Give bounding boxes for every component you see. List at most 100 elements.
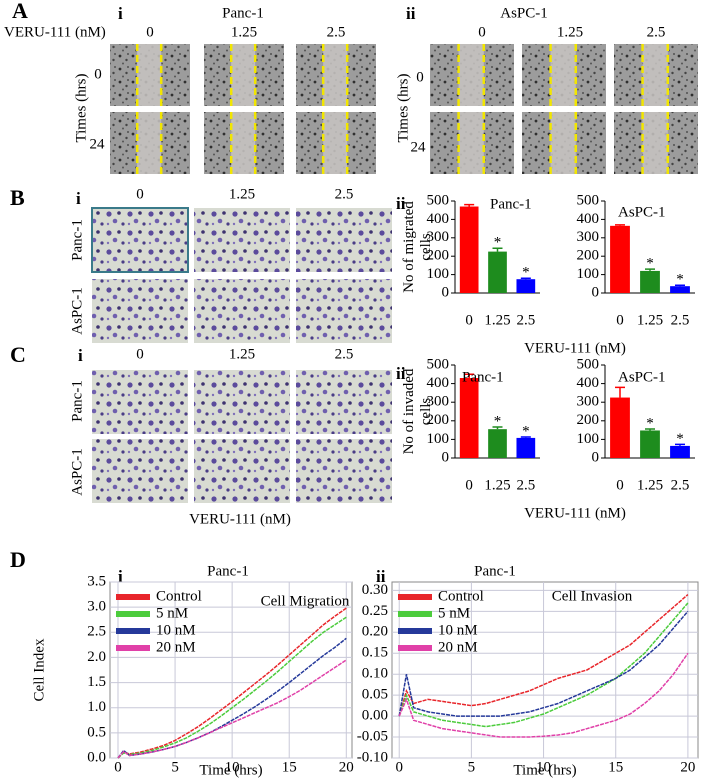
panel-numeral: ii xyxy=(396,194,406,213)
bar xyxy=(459,206,479,293)
line-series xyxy=(117,616,347,759)
error-bar xyxy=(520,436,531,438)
significance-label: * xyxy=(494,235,502,251)
x-tick-label: 0 xyxy=(395,759,403,775)
y-tick-label: 400 xyxy=(427,211,450,227)
significance-label: * xyxy=(676,431,684,447)
error-bar xyxy=(645,268,655,271)
x-tick-label: 0 xyxy=(465,477,473,493)
x-axis-label: VERU-111 (nM) xyxy=(524,505,626,521)
micrograph xyxy=(92,208,188,272)
x-tick-label: 5 xyxy=(468,759,476,775)
panel-numeral: ii xyxy=(406,4,416,23)
panel-title: AsPC-1 xyxy=(500,5,548,21)
y-tick-label: 400 xyxy=(577,211,600,227)
wound-gap xyxy=(458,112,484,174)
line-series xyxy=(117,637,347,759)
x-tick-label: 0 xyxy=(616,312,624,328)
legend-label: Control xyxy=(438,588,484,604)
y-tick-label: 400 xyxy=(577,375,600,391)
chart-title: Panc-1 xyxy=(207,563,249,579)
significance-label: * xyxy=(646,415,654,431)
y-tick-label: 300 xyxy=(577,394,600,410)
legend-label: 5 nM xyxy=(156,605,188,621)
x-tick-label: 15 xyxy=(608,759,623,775)
y-tick-label: 200 xyxy=(427,248,450,264)
plot-area xyxy=(109,581,353,759)
dose-label: 0 xyxy=(478,24,486,40)
y-tick-label: 1.0 xyxy=(87,699,106,715)
panel-numeral: i xyxy=(118,567,123,586)
y-tick-label: 1.5 xyxy=(87,674,106,690)
legend-label: 20 nM xyxy=(156,639,196,655)
y-tick-label: 300 xyxy=(577,229,600,245)
significance-label: * xyxy=(676,272,684,288)
x-tick-label: 15 xyxy=(282,759,297,775)
y-tick-label: 200 xyxy=(577,248,600,264)
bar xyxy=(488,429,507,458)
panel-letter: C xyxy=(10,342,26,367)
significance-label: * xyxy=(522,423,530,439)
y-tick-label: 0.0 xyxy=(87,749,106,765)
micrograph xyxy=(92,439,188,503)
y-tick-label: 200 xyxy=(577,412,600,428)
y-tick-label: 0.15 xyxy=(362,645,388,661)
x-tick-label: 1.25 xyxy=(637,477,663,493)
bar xyxy=(610,225,630,293)
error-bar xyxy=(520,277,531,280)
wound-gap xyxy=(137,44,162,106)
error-bar xyxy=(464,373,475,379)
panel-numeral: ii xyxy=(376,567,386,586)
y-tick-label: 2.0 xyxy=(87,649,106,665)
dose-label: 0 xyxy=(136,346,144,362)
wound-gap xyxy=(323,112,348,174)
legend-label: 10 nM xyxy=(156,622,196,638)
legend-label: Control xyxy=(156,588,202,604)
line-series xyxy=(398,594,689,717)
y-tick-label: 0 xyxy=(442,449,450,465)
y-tick-label: 500 xyxy=(427,192,450,208)
x-tick-label: 1.25 xyxy=(484,312,510,328)
bar xyxy=(670,445,690,458)
panel-numeral: i xyxy=(78,346,83,365)
dose-label: 1.25 xyxy=(229,346,255,362)
x-tick-label: 2.5 xyxy=(516,312,535,328)
panel-numeral: ii xyxy=(396,364,406,383)
micrograph xyxy=(296,208,392,272)
bar xyxy=(670,286,690,293)
y-axis-label: No of invadedcells xyxy=(401,368,434,454)
y-tick-label: 500 xyxy=(427,356,450,372)
wound-gap xyxy=(458,44,484,106)
y-tick-label: 500 xyxy=(577,356,600,372)
y-tick-label: 300 xyxy=(427,229,450,245)
y-tick-label: 0 xyxy=(592,284,600,300)
dose-label: 2.5 xyxy=(335,346,354,362)
x-tick-label: 0 xyxy=(114,759,122,775)
chart-title: Panc-1 xyxy=(462,369,504,385)
y-tick-label: 400 xyxy=(427,375,450,391)
panel-title: Panc-1 xyxy=(222,5,264,21)
x-tick-label: 2.5 xyxy=(671,477,690,493)
row-label: AsPC-1 xyxy=(69,287,85,335)
y-tick-label: 300 xyxy=(427,394,450,410)
x-tick-label: 2.5 xyxy=(516,477,535,493)
significance-label: * xyxy=(494,413,502,429)
x-tick-label: 1.25 xyxy=(637,312,663,328)
y-axis-label: Cell Index xyxy=(31,638,47,701)
micrograph xyxy=(92,370,188,434)
x-tick-label: 0 xyxy=(465,312,473,328)
y-tick-label: -0.10 xyxy=(357,749,388,765)
y-tick-label: 100 xyxy=(577,431,600,447)
x-tick-label: 1.25 xyxy=(484,477,510,493)
wound-gap xyxy=(137,112,162,174)
error-bar xyxy=(492,247,503,252)
dose-label: 0 xyxy=(146,24,154,40)
x-axis-label: Time (hrs) xyxy=(199,762,262,778)
micrograph xyxy=(296,439,392,503)
treatment-label: VERU-111 (nM) xyxy=(4,24,106,40)
legend-label: 20 nM xyxy=(438,639,478,655)
chart-title: AsPC-1 xyxy=(618,204,666,220)
significance-label: * xyxy=(522,265,530,281)
line-series xyxy=(117,607,347,759)
micrograph xyxy=(194,439,290,503)
